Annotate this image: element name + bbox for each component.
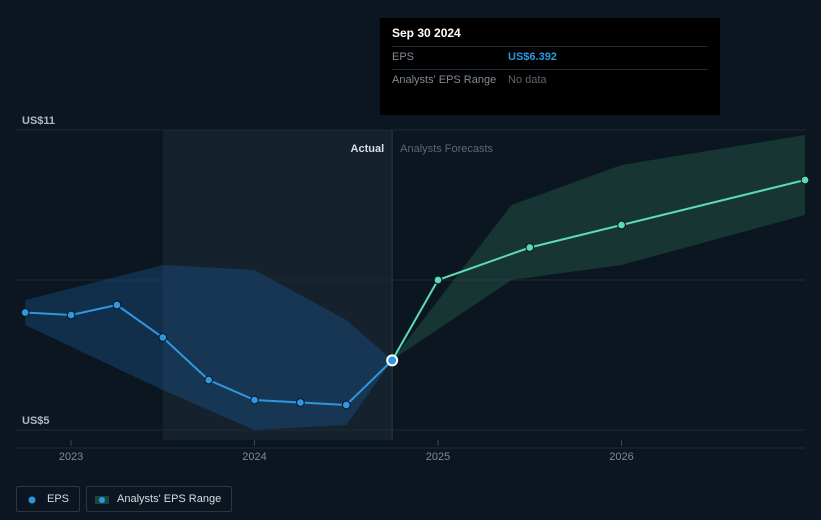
tooltip-row-eps: EPS US$6.392 — [392, 49, 708, 67]
svg-text:2025: 2025 — [426, 451, 450, 463]
tooltip-row-range: Analysts' EPS Range No data — [392, 72, 708, 90]
legend-item-range[interactable]: Analysts' EPS Range — [86, 486, 232, 512]
svg-text:2026: 2026 — [609, 451, 633, 463]
legend-swatch-eps — [25, 495, 39, 503]
region-label-actual: Actual — [351, 143, 385, 155]
tooltip-value: No data — [508, 72, 547, 90]
tooltip-date: Sep 30 2024 — [392, 26, 708, 40]
svg-text:US$5: US$5 — [22, 415, 50, 427]
tooltip-label: Analysts' EPS Range — [392, 72, 508, 90]
svg-text:2024: 2024 — [242, 451, 266, 463]
legend-label: Analysts' EPS Range — [117, 493, 221, 505]
svg-text:2023: 2023 — [59, 451, 83, 463]
legend-swatch-range — [95, 495, 109, 503]
legend-item-eps[interactable]: EPS — [16, 486, 80, 512]
tooltip-value: US$6.392 — [508, 49, 557, 67]
legend-label: EPS — [47, 493, 69, 505]
tooltip-label: EPS — [392, 49, 508, 67]
svg-text:US$11: US$11 — [22, 115, 55, 127]
region-label-forecast: Analysts Forecasts — [400, 143, 493, 155]
chart-legend: EPS Analysts' EPS Range — [16, 486, 232, 512]
eps-chart[interactable]: US$11US$5ActualAnalysts Forecasts2023202… — [16, 130, 805, 440]
chart-tooltip: Sep 30 2024 EPS US$6.392 Analysts' EPS R… — [380, 18, 720, 115]
